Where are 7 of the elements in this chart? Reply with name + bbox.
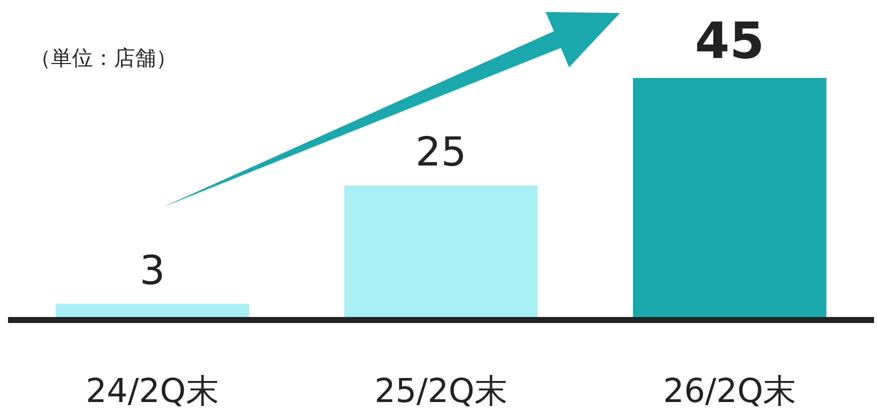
text: （単位：店舗） [30,46,177,70]
x-tick-label: 25/2Q末 [374,371,508,409]
x-tick-label: 24/2Q末 [86,371,219,409]
data-label: 45 [694,12,764,70]
data-label: 3 [140,248,166,294]
data-label: 25 [416,130,466,176]
x-tick-label: 26/2Q末 [663,371,796,409]
